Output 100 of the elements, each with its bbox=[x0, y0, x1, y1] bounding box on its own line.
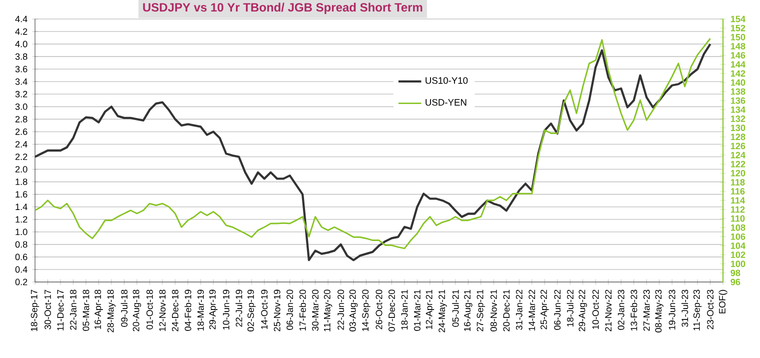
x-tick-label: 30-Oct-17 bbox=[44, 290, 51, 330]
x-tick-label: 11-May-20 bbox=[324, 290, 332, 332]
y-tick-label: 0.2 bbox=[15, 278, 28, 286]
x-tick-label: 31-Jan-22 bbox=[516, 290, 522, 330]
x-tick-label: 29-Aug-22 bbox=[578, 290, 587, 332]
x-tick-label: 24-May-21 bbox=[438, 290, 447, 332]
y2-tick-label: 144 bbox=[730, 61, 746, 68]
y-tick-label: 3.0 bbox=[15, 103, 28, 110]
y-tick-label: 0.8 bbox=[15, 241, 28, 248]
x-tick-label: 25-Apr-22 bbox=[540, 290, 549, 330]
x-tick-label: 24-Dec-18 bbox=[172, 290, 178, 332]
y2-tick-label: 104 bbox=[730, 242, 746, 249]
y2-tick-label: 148 bbox=[730, 43, 746, 50]
y-tick-label: 3.4 bbox=[15, 78, 28, 85]
legend-label: USD-YEN bbox=[426, 99, 466, 106]
x-tick-label: 22-Jun-20 bbox=[338, 290, 344, 330]
x-tick-label: EOF() bbox=[718, 290, 728, 314]
x-tick-label: 07-Dec-20 bbox=[388, 290, 395, 332]
y2-tick-label: 134 bbox=[730, 106, 746, 113]
y2-tick-label: 136 bbox=[730, 97, 746, 104]
y-tick-label: 3.6 bbox=[15, 66, 28, 72]
x-tick-label: 25-Nov-19 bbox=[274, 290, 280, 332]
x-tick-label: 12-Apr-21 bbox=[426, 290, 434, 330]
x-tick-label: 05-Jul-21 bbox=[452, 290, 459, 327]
y2-tick-label: 116 bbox=[730, 188, 745, 195]
y2-tick-label: 130 bbox=[730, 124, 746, 132]
x-tick-label: 16-Apr-18 bbox=[94, 290, 103, 330]
x-tick-label: 18-Jul-22 bbox=[566, 290, 574, 326]
x-tick-label: 17-Feb-20 bbox=[299, 290, 306, 331]
y-tick-label: 0.4 bbox=[15, 266, 28, 273]
x-tick-label: 18-Mar-19 bbox=[197, 290, 204, 331]
y2-tick-label: 150 bbox=[730, 34, 746, 40]
x-tick-label: 02-Sep-19 bbox=[247, 290, 256, 332]
x-tick-label: 08-May-23 bbox=[655, 290, 664, 332]
y-tick-label: 4.2 bbox=[15, 28, 28, 35]
x-tick-label: 02-Jan-23 bbox=[618, 290, 624, 330]
legend-label: US10-Y10 bbox=[426, 77, 468, 84]
x-tick-label: 09-Jul-18 bbox=[120, 290, 128, 327]
x-tick-label: 08-Nov-21 bbox=[490, 290, 497, 332]
x-tick-label: 05-Mar-18 bbox=[82, 290, 90, 331]
y2-tick-label: 122 bbox=[730, 160, 746, 168]
y2-tick-label: 118 bbox=[730, 179, 745, 186]
x-tick-label: 14-Sep-20 bbox=[362, 290, 370, 332]
y2-tick-label: 154 bbox=[730, 16, 746, 22]
x-tick-label: 01-Mar-21 bbox=[414, 290, 420, 331]
x-tick-label: 26-Oct-20 bbox=[376, 290, 382, 330]
y-tick-label: 1.2 bbox=[16, 216, 28, 223]
y-tick-label: 2.0 bbox=[15, 166, 28, 172]
y2-tick-label: 132 bbox=[730, 116, 746, 122]
y2-tick-label: 106 bbox=[730, 233, 746, 240]
y-tick-label: 2.2 bbox=[15, 154, 28, 160]
x-tick-label: 30-Mar-20 bbox=[312, 290, 319, 331]
x-tick-label: 12-Nov-18 bbox=[159, 290, 166, 332]
x-tick-label: 06-Jan-20 bbox=[286, 290, 294, 330]
x-tick-label: 22-Jan-18 bbox=[70, 290, 76, 330]
x-tick-label: 03-Aug-20 bbox=[349, 290, 358, 332]
x-tick-label: 06-Jun-22 bbox=[554, 290, 561, 330]
y-tick-label: 4.4 bbox=[15, 16, 28, 22]
y2-tick-label: 100 bbox=[730, 260, 746, 268]
y2-tick-label: 146 bbox=[730, 52, 746, 58]
x-tick-label: 20-Dec-21 bbox=[503, 290, 510, 332]
y2-tick-label: 108 bbox=[730, 224, 746, 231]
y2-tick-label: 152 bbox=[730, 24, 746, 32]
y-tick-label: 1.4 bbox=[16, 204, 28, 210]
x-tick-label: 20-Aug-18 bbox=[132, 290, 142, 332]
y-tick-label: 1.8 bbox=[16, 178, 28, 186]
y2-tick-label: 138 bbox=[730, 88, 746, 95]
y-tick-label: 3.8 bbox=[15, 53, 28, 60]
y-tick-label: 2.8 bbox=[15, 116, 28, 122]
x-tick-label: 14-Mar-22 bbox=[528, 290, 536, 331]
x-tick-label: 01-Oct-18 bbox=[146, 290, 153, 330]
x-tick-label: 27-Sep-21 bbox=[476, 290, 486, 332]
x-tick-label: 28-May-18 bbox=[107, 290, 116, 332]
x-tick-label: 10-Jun-19 bbox=[222, 290, 230, 330]
x-tick-label: 18-Sep-17 bbox=[30, 290, 40, 332]
x-tick-label: 19-Jun-23 bbox=[668, 290, 676, 330]
y-tick-label: 0.6 bbox=[15, 254, 28, 260]
x-tick-label: 29-Apr-19 bbox=[209, 290, 218, 330]
y-tick-label: 2.6 bbox=[15, 128, 28, 135]
x-tick-label: 23-Oct-23 bbox=[707, 290, 714, 330]
y2-tick-label: 126 bbox=[730, 142, 746, 150]
y2-tick-label: 98 bbox=[730, 270, 740, 276]
y2-tick-label: 142 bbox=[730, 70, 746, 77]
y2-tick-label: 128 bbox=[730, 134, 746, 140]
y2-tick-label: 140 bbox=[730, 79, 746, 86]
y2-tick-label: 96 bbox=[730, 278, 740, 286]
y-tick-label: 3.2 bbox=[15, 90, 28, 98]
y2-tick-label: 110 bbox=[730, 215, 745, 222]
y2-tick-label: 112 bbox=[730, 206, 745, 213]
x-tick-label: 14-Oct-19 bbox=[261, 290, 268, 329]
y-tick-label: 4.0 bbox=[15, 40, 28, 48]
chart-title: USDJPY vs 10 Yr TBond/ JGB Spread Short Term bbox=[143, 2, 422, 14]
x-tick-label: 27-Mar-23 bbox=[643, 290, 650, 331]
y2-tick-label: 114 bbox=[730, 197, 745, 204]
x-tick-label: 04-Feb-19 bbox=[184, 290, 192, 331]
x-tick-label: 11-Sep-23 bbox=[693, 290, 702, 330]
y2-tick-label: 102 bbox=[730, 252, 746, 258]
y-tick-label: 2.4 bbox=[15, 141, 28, 148]
y2-tick-label: 124 bbox=[730, 152, 746, 158]
x-tick-label: 11-Dec-17 bbox=[57, 290, 64, 330]
